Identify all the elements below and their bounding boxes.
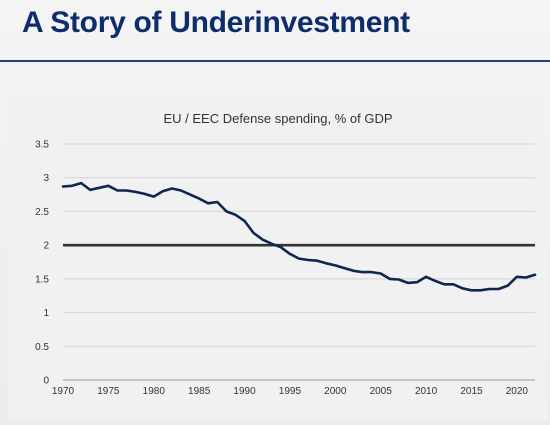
x-tick-label: 2015 [460,386,483,397]
chart-title: EU / EEC Defense spending, % of GDP [163,111,392,126]
y-axis-ticks: 0 0.5 1 1.5 2 2.5 3 3.5 [35,140,49,387]
line-chart: EU / EEC Defense spending, % of GDP 0 0.5… [35,111,537,397]
x-tick-label: 2000 [324,386,347,397]
title-divider [0,60,550,62]
chart-panel: EU / EEC Defense spending, % of GDP 0 0.5… [8,98,548,420]
x-tick-label: 2020 [506,386,529,397]
series-line [61,181,537,292]
x-tick-label: 2005 [370,386,393,397]
x-tick-label: 1995 [279,386,302,397]
y-tick-label: 2.5 [35,207,49,218]
series-layer [61,181,537,292]
x-axis-ticks: 1970 1975 1980 1985 1990 1995 2000 2005 2010 2015… [52,386,529,397]
y-tick-label: 2 [43,241,49,252]
x-tick-label: 1980 [143,386,166,397]
y-tick-label: 1 [43,308,49,319]
x-tick-label: 2010 [415,386,438,397]
y-tick-label: 3 [43,173,49,184]
y-tick-label: 1.5 [35,274,49,285]
grid-lines [63,143,535,381]
y-tick-label: 3.5 [35,140,49,151]
y-tick-label: 0 [43,376,49,387]
x-tick-label: 1975 [97,386,120,397]
slide-title: A Story of Underinvestment [22,6,410,39]
x-tick-label: 1970 [52,386,75,397]
y-tick-label: 0.5 [35,342,49,353]
x-tick-label: 1985 [188,386,211,397]
x-tick-label: 1990 [233,386,256,397]
